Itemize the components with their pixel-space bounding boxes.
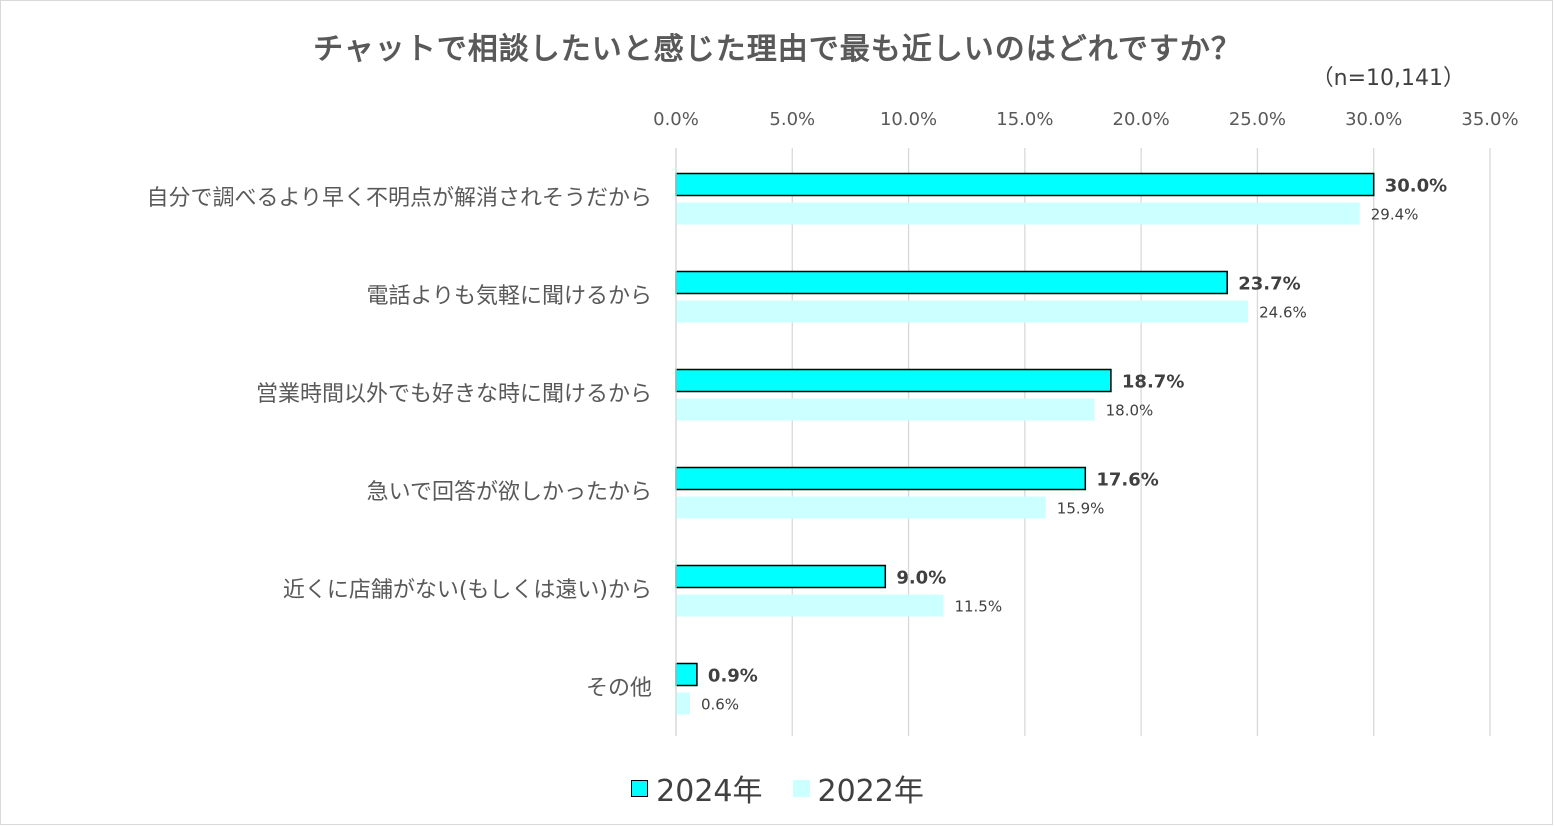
legend-item-2022: 2022年 <box>792 766 924 810</box>
x-tick-label: 30.0% <box>1345 109 1402 130</box>
x-tick-label: 15.0% <box>996 109 1053 130</box>
data-label-2024: 9.0% <box>896 568 946 589</box>
category-label: 電話よりも気軽に聞けるから <box>366 284 652 309</box>
bar-2024 <box>675 270 1228 295</box>
bar-2022 <box>676 594 944 617</box>
legend-item-2024: 2024年 <box>631 766 763 810</box>
x-tick-label: 0.0% <box>653 109 699 130</box>
data-label-2022: 0.6% <box>701 696 739 714</box>
category-label: 急いで回答が欲しかったから <box>367 480 652 505</box>
legend-label-2024: 2024年 <box>656 774 763 809</box>
bar-2024 <box>675 564 887 589</box>
category-label: 自分で調べるより早く不明点が解消されそうだから <box>146 186 652 211</box>
data-label-2022: 18.0% <box>1106 402 1154 420</box>
bar-2022 <box>676 202 1360 225</box>
data-label-2024: 23.7% <box>1238 274 1300 295</box>
chart-title: チャットで相談したいと感じた理由で最も近しいのはどれですか？ <box>313 32 1242 67</box>
data-label-2024: 18.7% <box>1122 372 1184 393</box>
data-label-2024: 0.9% <box>708 666 758 687</box>
legend: 2024年 2022年 <box>0 766 1555 810</box>
category-label: その他 <box>586 676 652 701</box>
legend-swatch-2024 <box>631 779 649 797</box>
bar-2024 <box>675 466 1087 491</box>
bar-2022 <box>676 398 1095 421</box>
bar-2022 <box>676 692 690 715</box>
x-tick-label: 25.0% <box>1229 109 1286 130</box>
data-label-2024: 17.6% <box>1096 470 1158 491</box>
bar-2024 <box>675 662 698 687</box>
x-tick-label: 20.0% <box>1113 109 1170 130</box>
category-label: 営業時間以外でも好きな時に聞けるから <box>256 382 652 407</box>
data-label-2022: 24.6% <box>1259 304 1307 322</box>
x-tick-label: 5.0% <box>769 109 815 130</box>
sample-size-note: （n=10,141） <box>1311 66 1465 91</box>
category-label: 近くに店舗がない(もしくは遠い)から <box>283 578 652 603</box>
bar-2024 <box>675 172 1375 197</box>
data-label-2024: 30.0% <box>1385 176 1447 197</box>
x-tick-label: 10.0% <box>880 109 937 130</box>
x-tick-label: 35.0% <box>1461 109 1518 130</box>
data-label-2022: 29.4% <box>1371 206 1419 224</box>
legend-label-2022: 2022年 <box>817 774 924 809</box>
bar-2022 <box>676 496 1046 519</box>
data-label-2022: 15.9% <box>1057 500 1105 518</box>
bar-2022 <box>676 300 1249 323</box>
bar-2024 <box>675 368 1112 393</box>
legend-swatch-2022 <box>792 779 810 797</box>
data-label-2022: 11.5% <box>954 598 1002 616</box>
